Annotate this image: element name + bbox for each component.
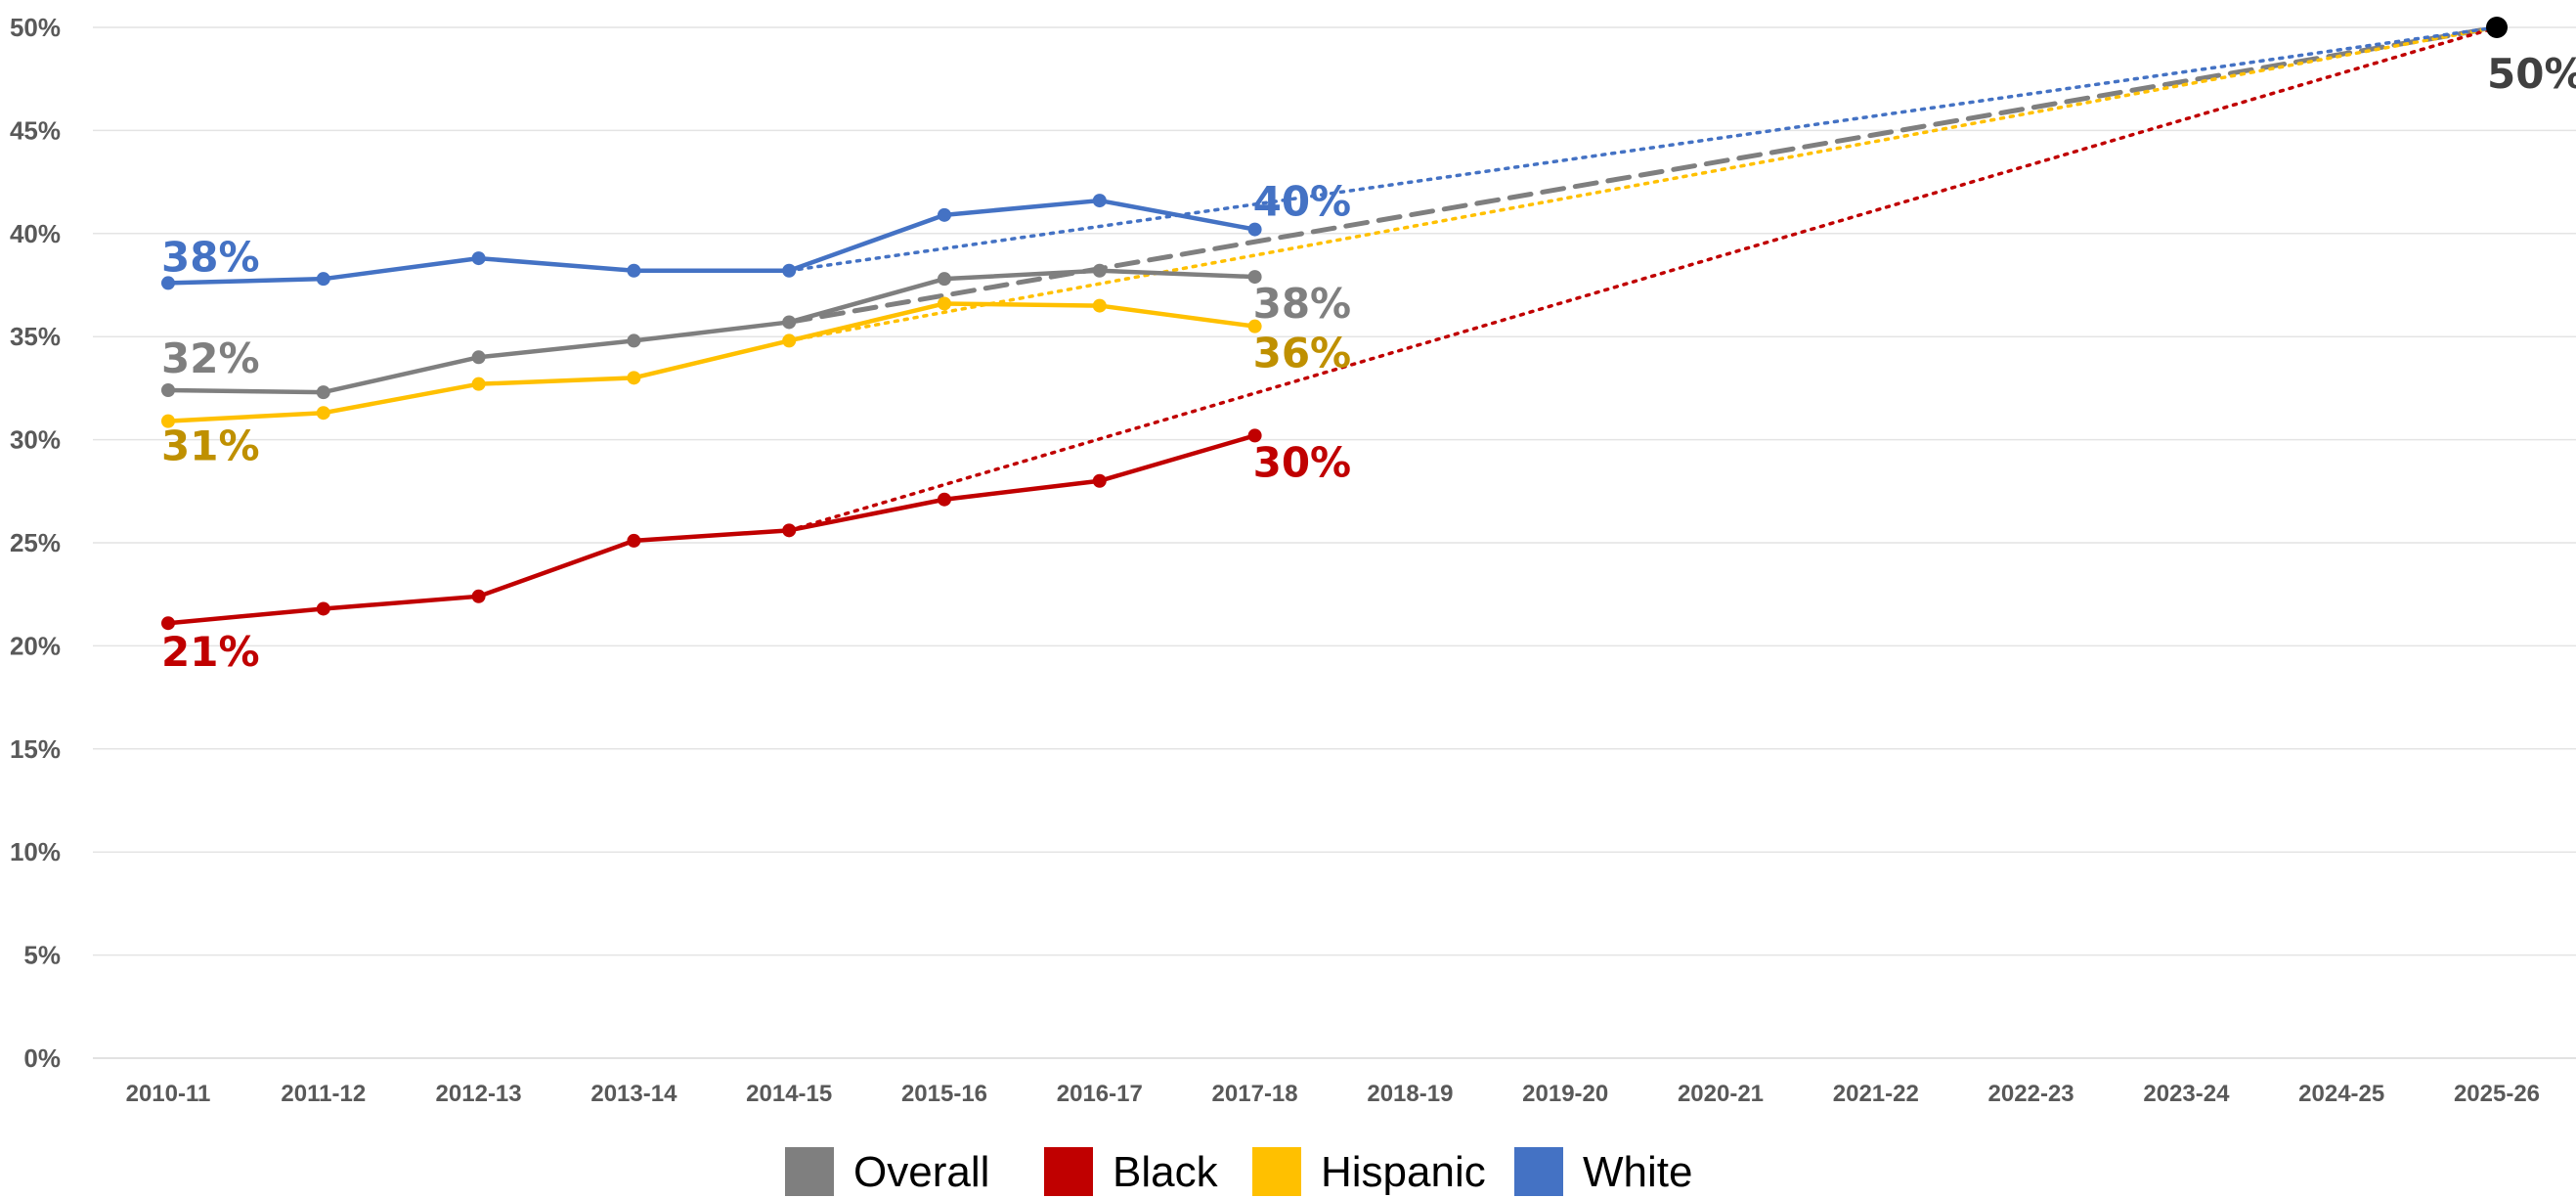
data-point-overall: [627, 333, 641, 348]
y-tick-label: 15%: [10, 734, 61, 764]
data-point-hispanic: [627, 371, 641, 385]
end-label-white: 40%: [1253, 178, 1352, 226]
data-point-hispanic: [1092, 298, 1107, 313]
data-point-hispanic: [1247, 319, 1262, 333]
end-label-overall: 38%: [1253, 280, 1352, 328]
data-point-hispanic: [316, 406, 330, 421]
data-point-overall: [1092, 263, 1107, 278]
data-point-black: [938, 492, 951, 507]
start-label-overall: 32%: [161, 334, 260, 382]
legend: Overall Black Hispanic White: [785, 1147, 1692, 1196]
legend-swatch-hispanic: [1252, 1147, 1301, 1196]
series-line-black: [165, 433, 1257, 626]
x-tick-label: 2019-20: [1522, 1081, 1608, 1107]
y-tick-label: 0%: [23, 1043, 61, 1073]
data-point-overall: [161, 383, 175, 398]
data-point-overall: [1247, 270, 1262, 285]
x-axis-ticks: 2010-11 2011-12 2012-13 2013-14 2014-15 2015-…: [126, 1081, 2540, 1107]
data-point-overall: [471, 350, 486, 365]
x-tick-label: 2025-26: [2454, 1081, 2540, 1107]
projection-line-hispanic: [787, 25, 2499, 343]
series-line-overall: [165, 268, 1257, 395]
x-tick-label: 2010-11: [126, 1081, 211, 1107]
x-tick-label: 2012-13: [436, 1081, 522, 1107]
y-tick-label: 20%: [10, 631, 61, 660]
y-tick-label: 45%: [10, 115, 61, 145]
x-tick-label: 2015-16: [901, 1081, 987, 1107]
x-tick-label: 2016-17: [1057, 1081, 1143, 1107]
projection-line-black: [787, 25, 2499, 533]
projection-line-white: [787, 25, 2499, 273]
start-label-black: 21%: [161, 628, 260, 676]
x-tick-label: 2014-15: [746, 1081, 832, 1107]
legend-swatch-white: [1514, 1147, 1563, 1196]
data-point-white: [627, 263, 641, 278]
y-tick-label: 50%: [10, 13, 61, 42]
y-tick-label: 30%: [10, 425, 61, 455]
legend-swatch-overall: [785, 1147, 834, 1196]
projection-lines: [786, 24, 2500, 533]
legend-label-white: White: [1583, 1148, 1692, 1196]
data-point-black: [161, 616, 175, 631]
data-point-black: [1247, 428, 1262, 443]
data-point-overall: [938, 272, 951, 287]
x-tick-label: 2022-23: [1988, 1081, 2074, 1107]
x-tick-label: 2021-22: [1833, 1081, 1919, 1107]
data-point-black: [316, 601, 330, 616]
data-point-hispanic: [161, 414, 175, 428]
y-tick-label: 40%: [10, 219, 61, 248]
x-tick-label: 2020-21: [1678, 1081, 1764, 1107]
data-point-black: [627, 533, 641, 548]
x-tick-label: 2018-19: [1367, 1081, 1453, 1107]
start-label-white: 38%: [161, 233, 260, 281]
x-tick-label: 2013-14: [590, 1081, 677, 1107]
y-tick-label: 5%: [23, 941, 61, 970]
data-point-hispanic: [938, 296, 951, 311]
legend-label-overall: Overall: [853, 1148, 989, 1196]
data-point-black: [782, 523, 797, 538]
data-point-overall: [316, 385, 330, 400]
data-point-white: [471, 251, 486, 266]
data-point-hispanic: [782, 333, 797, 348]
start-label-hispanic: 31%: [161, 422, 260, 470]
data-point-overall: [782, 315, 797, 330]
data-point-white: [1247, 222, 1262, 237]
legend-swatch-black: [1044, 1147, 1093, 1196]
data-point-black: [471, 589, 486, 603]
x-tick-label: 2023-24: [2143, 1081, 2230, 1107]
data-point-white: [316, 272, 330, 287]
y-axis-ticks: 0% 5% 10% 15% 20% 25% 30% 35% 40% 45% 50%: [10, 13, 61, 1073]
data-labels: 32%38%21%30%31%36%38%40%50%: [161, 50, 2576, 676]
data-point-white: [782, 263, 797, 278]
gridlines: [93, 26, 2576, 1059]
end-label-black: 30%: [1253, 438, 1352, 486]
y-tick-label: 10%: [10, 837, 61, 866]
series-line-white: [165, 198, 1257, 286]
data-point-white: [161, 276, 175, 290]
legend-label-black: Black: [1113, 1148, 1219, 1196]
data-point-white: [938, 207, 951, 222]
legend-label-hispanic: Hispanic: [1321, 1148, 1486, 1196]
x-tick-label: 2017-18: [1212, 1081, 1298, 1107]
series-lines: [161, 17, 2508, 631]
data-point-white: [1092, 194, 1107, 208]
target-point: [2486, 17, 2508, 38]
x-tick-label: 2024-25: [2298, 1081, 2384, 1107]
x-tick-label: 2011-12: [281, 1081, 366, 1107]
data-point-black: [1092, 473, 1107, 488]
y-tick-label: 25%: [10, 528, 61, 557]
end-label-hispanic: 36%: [1253, 330, 1352, 377]
target-label: 50%: [2487, 50, 2576, 98]
y-tick-label: 35%: [10, 322, 61, 351]
data-point-hispanic: [471, 377, 486, 391]
series-line-hispanic: [165, 301, 1257, 423]
